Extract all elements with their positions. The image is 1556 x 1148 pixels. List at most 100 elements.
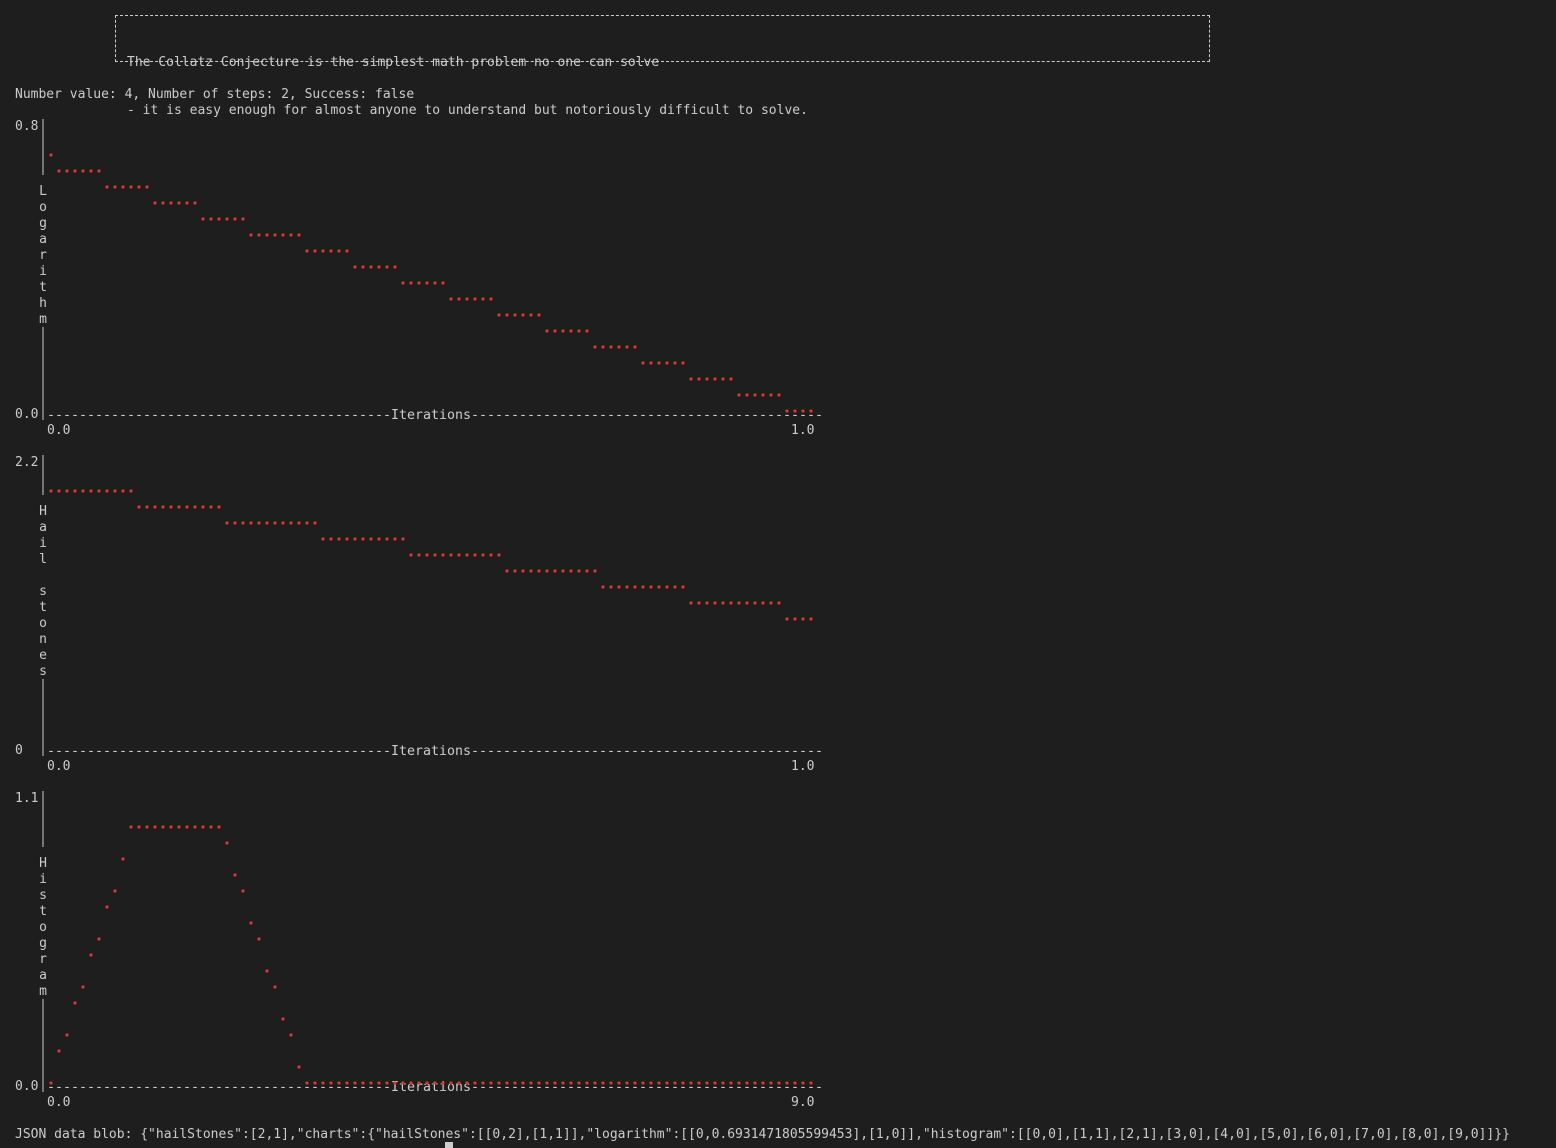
data-point <box>353 1081 357 1085</box>
data-point <box>81 489 85 493</box>
data-point <box>281 521 285 525</box>
data-point <box>121 857 125 861</box>
data-point <box>273 985 277 989</box>
data-point <box>241 521 245 525</box>
data-point <box>289 521 293 525</box>
data-point <box>161 825 165 829</box>
y-axis-label-char: m <box>39 312 47 327</box>
y-axis-label-char: t <box>39 280 47 295</box>
data-point <box>801 617 805 621</box>
y-min-label: 0 <box>15 743 23 758</box>
data-point <box>49 1081 53 1085</box>
data-point <box>369 537 373 541</box>
data-point <box>561 1081 565 1085</box>
data-point <box>73 489 77 493</box>
data-point <box>257 937 261 941</box>
y-axis-label-char: a <box>39 520 47 535</box>
data-point <box>177 825 181 829</box>
data-point <box>545 569 549 573</box>
data-point <box>185 201 189 205</box>
data-point <box>769 601 773 605</box>
data-point <box>409 553 413 557</box>
data-point <box>465 297 469 301</box>
data-point <box>777 601 781 605</box>
data-point <box>257 521 261 525</box>
data-point <box>513 313 517 317</box>
data-point <box>289 1033 293 1037</box>
data-point <box>569 329 573 333</box>
data-point <box>657 361 661 365</box>
data-point <box>529 1081 533 1085</box>
data-point <box>673 361 677 365</box>
data-point <box>345 537 349 541</box>
data-point <box>97 937 101 941</box>
data-point <box>329 249 333 253</box>
data-point <box>313 1081 317 1085</box>
data-point <box>169 825 173 829</box>
data-point <box>169 201 173 205</box>
data-point <box>753 601 757 605</box>
data-point <box>625 345 629 349</box>
data-point <box>409 1081 413 1085</box>
data-point <box>481 297 485 301</box>
data-point <box>585 569 589 573</box>
data-point <box>713 601 717 605</box>
data-point <box>225 217 229 221</box>
data-point <box>537 1081 541 1085</box>
data-point <box>625 1081 629 1085</box>
data-point <box>201 505 205 509</box>
data-point <box>425 1081 429 1085</box>
terminal-prompt-line[interactable] <box>15 1142 475 1148</box>
y-axis-label-char: i <box>39 536 47 551</box>
y-axis-label-char: l <box>39 552 47 567</box>
data-point <box>209 217 213 221</box>
y-axis-label-char: n <box>39 632 47 647</box>
data-point <box>465 1081 469 1085</box>
data-point <box>273 233 277 237</box>
data-point <box>441 281 445 285</box>
data-point <box>793 409 797 413</box>
data-point <box>513 1081 517 1085</box>
data-point <box>257 233 261 237</box>
data-point <box>737 601 741 605</box>
y-axis-label-char: o <box>39 200 47 215</box>
data-point <box>241 217 245 221</box>
data-point <box>401 1081 405 1085</box>
data-point <box>153 201 157 205</box>
data-point <box>481 553 485 557</box>
data-point <box>665 585 669 589</box>
data-point <box>241 889 245 893</box>
data-point <box>681 361 685 365</box>
data-point <box>489 1081 493 1085</box>
data-point <box>481 1081 485 1085</box>
data-point <box>153 505 157 509</box>
data-point <box>337 249 341 253</box>
data-point <box>545 329 549 333</box>
data-point <box>129 489 133 493</box>
y-axis-label-char: s <box>39 888 47 903</box>
y-axis-label-char: L <box>39 184 47 199</box>
y-axis-label-char: e <box>39 648 47 663</box>
data-point <box>601 585 605 589</box>
data-point <box>609 1081 613 1085</box>
data-point <box>313 249 317 253</box>
data-point <box>497 1081 501 1085</box>
data-point <box>377 537 381 541</box>
data-point <box>585 1081 589 1085</box>
data-point <box>593 1081 597 1085</box>
data-point <box>57 489 61 493</box>
x-min-label: 0.0 <box>47 423 71 438</box>
y-max-label: 0.8 <box>15 119 39 134</box>
data-point <box>121 489 125 493</box>
data-point <box>73 1001 77 1005</box>
y-axis-label-char: a <box>39 968 47 983</box>
data-point <box>177 505 181 509</box>
data-point <box>689 601 693 605</box>
data-point <box>521 313 525 317</box>
data-point <box>89 169 93 173</box>
data-point <box>705 1081 709 1085</box>
data-point <box>209 505 213 509</box>
data-point <box>649 585 653 589</box>
data-point <box>185 505 189 509</box>
